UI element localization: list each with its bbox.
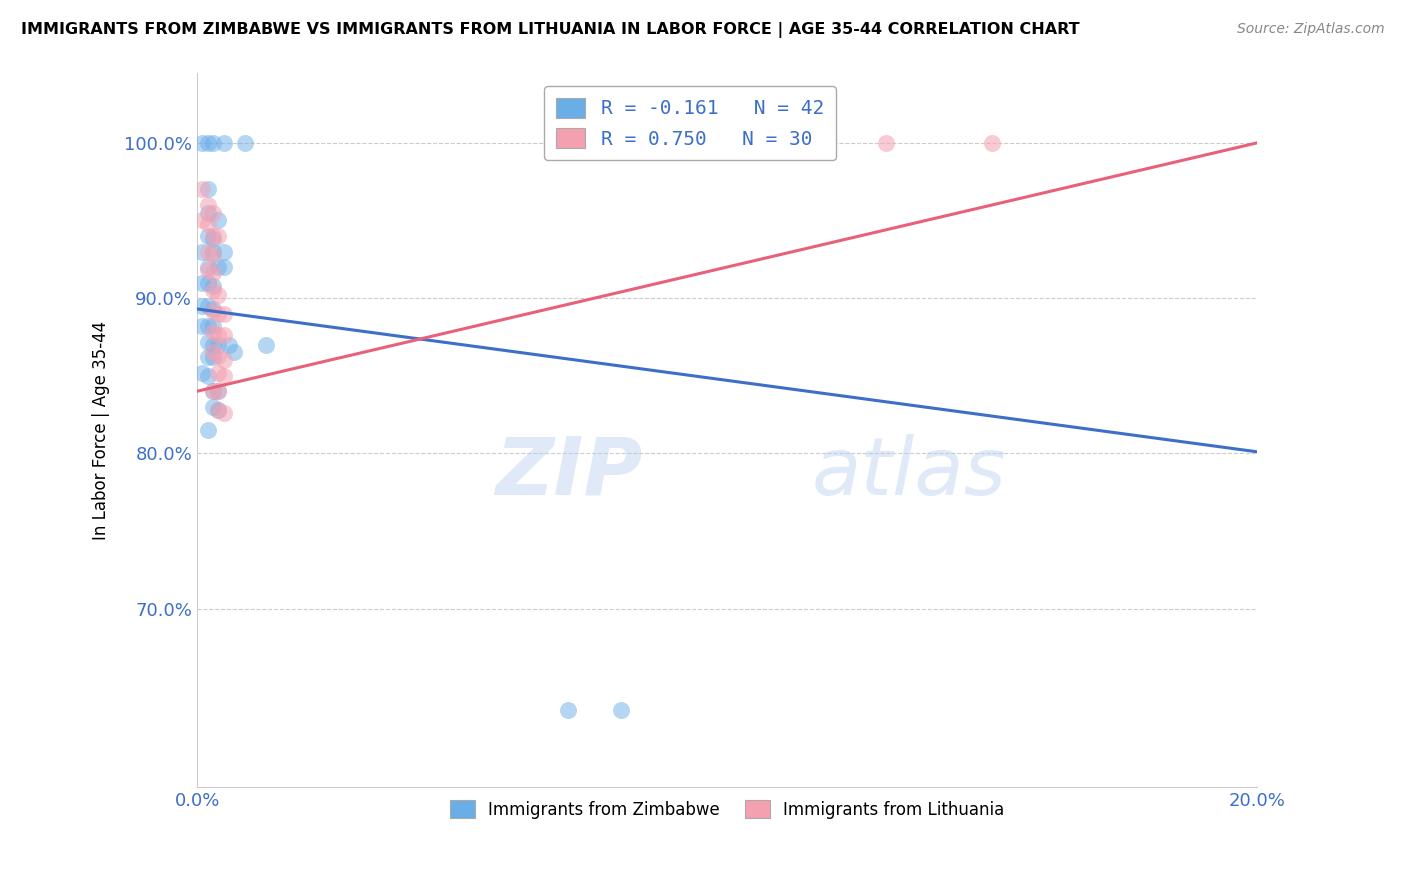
- Point: [207, 384, 229, 399]
- Point: [212, 307, 235, 321]
- Point: [201, 384, 224, 399]
- Point: [207, 229, 229, 244]
- Point: [197, 182, 219, 196]
- Point: [197, 368, 219, 383]
- Point: [207, 213, 229, 227]
- Point: [201, 283, 224, 297]
- Point: [201, 278, 224, 293]
- Point: [201, 266, 224, 280]
- Point: [201, 136, 224, 150]
- Point: [197, 276, 219, 290]
- Point: [197, 198, 219, 212]
- Point: [197, 263, 219, 277]
- Point: [197, 350, 219, 364]
- Point: [191, 182, 214, 196]
- Point: [207, 403, 229, 417]
- Point: [233, 136, 256, 150]
- Point: [201, 384, 224, 399]
- Point: [212, 244, 235, 259]
- Point: [197, 205, 219, 219]
- Text: Source: ZipAtlas.com: Source: ZipAtlas.com: [1237, 22, 1385, 37]
- Point: [207, 384, 229, 399]
- Point: [201, 229, 224, 244]
- Point: [207, 328, 229, 343]
- Point: [197, 260, 219, 274]
- Point: [212, 260, 235, 274]
- Point: [197, 229, 219, 244]
- Point: [875, 136, 897, 150]
- Point: [191, 276, 214, 290]
- Point: [207, 307, 229, 321]
- Point: [197, 136, 219, 150]
- Point: [610, 702, 633, 716]
- Point: [201, 337, 224, 351]
- Point: [207, 288, 229, 302]
- Point: [201, 205, 224, 219]
- Point: [207, 337, 229, 351]
- Point: [201, 247, 224, 261]
- Point: [207, 403, 229, 417]
- Point: [201, 303, 224, 318]
- Text: atlas: atlas: [811, 434, 1007, 512]
- Point: [201, 400, 224, 414]
- Point: [207, 366, 229, 380]
- Point: [191, 319, 214, 334]
- Point: [224, 345, 246, 359]
- Point: [201, 345, 224, 359]
- Point: [212, 368, 235, 383]
- Point: [197, 244, 219, 259]
- Point: [197, 423, 219, 437]
- Point: [207, 349, 229, 363]
- Point: [201, 350, 224, 364]
- Legend: Immigrants from Zimbabwe, Immigrants from Lithuania: Immigrants from Zimbabwe, Immigrants fro…: [443, 794, 1011, 825]
- Point: [201, 232, 224, 246]
- Point: [201, 244, 224, 259]
- Point: [218, 337, 240, 351]
- Text: IMMIGRANTS FROM ZIMBABWE VS IMMIGRANTS FROM LITHUANIA IN LABOR FORCE | AGE 35-44: IMMIGRANTS FROM ZIMBABWE VS IMMIGRANTS F…: [21, 22, 1080, 38]
- Point: [191, 299, 214, 313]
- Point: [201, 301, 224, 316]
- Point: [212, 353, 235, 368]
- Point: [254, 337, 277, 351]
- Y-axis label: In Labor Force | Age 35-44: In Labor Force | Age 35-44: [93, 320, 110, 540]
- Point: [201, 319, 224, 334]
- Point: [191, 366, 214, 380]
- Point: [212, 136, 235, 150]
- Point: [201, 325, 224, 339]
- Point: [197, 319, 219, 334]
- Point: [197, 217, 219, 231]
- Point: [207, 260, 229, 274]
- Text: ZIP: ZIP: [495, 434, 643, 512]
- Point: [557, 702, 579, 716]
- Point: [197, 334, 219, 349]
- Point: [212, 406, 235, 420]
- Point: [197, 299, 219, 313]
- Point: [212, 328, 235, 343]
- Point: [981, 136, 1004, 150]
- Point: [191, 213, 214, 227]
- Point: [191, 244, 214, 259]
- Point: [191, 136, 214, 150]
